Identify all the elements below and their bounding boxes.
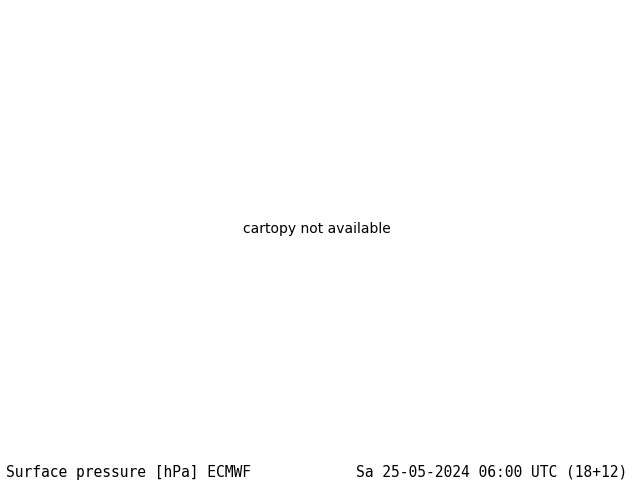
Text: cartopy not available: cartopy not available — [243, 222, 391, 236]
Text: Surface pressure [hPa] ECMWF: Surface pressure [hPa] ECMWF — [6, 465, 251, 480]
Text: Sa 25-05-2024 06:00 UTC (18+12): Sa 25-05-2024 06:00 UTC (18+12) — [356, 465, 628, 480]
